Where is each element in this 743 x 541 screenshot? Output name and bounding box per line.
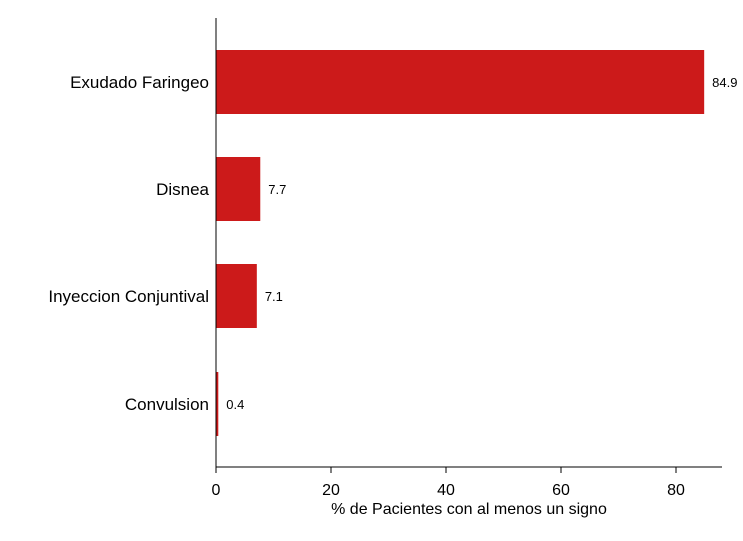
bar-exudado-faringeo: [216, 50, 705, 114]
x-axis-ticks: 0 20 40 60 80: [212, 467, 685, 499]
bar-disnea: [216, 157, 261, 221]
value-label: 7.7: [268, 182, 286, 197]
x-tick-label: 0: [212, 482, 221, 499]
category-label: Disnea: [156, 180, 209, 199]
bar-inyeccion-conjuntival: [216, 264, 257, 328]
category-label: Exudado Faringeo: [70, 73, 209, 92]
value-label: 84.9: [712, 75, 737, 90]
value-label: 0.4: [226, 397, 244, 412]
x-tick-label: 80: [667, 482, 685, 499]
x-tick-label: 20: [322, 482, 340, 499]
x-axis-title: % de Pacientes con al menos un signo: [331, 501, 607, 518]
category-labels: Exudado Faringeo Disnea Inyeccion Conjunti…: [48, 73, 209, 414]
category-label: Inyeccion Conjuntival: [48, 287, 209, 306]
value-labels: 84.9 7.7 7.1 0.4: [226, 75, 737, 412]
bar-convulsion: [216, 372, 219, 436]
x-tick-label: 40: [437, 482, 455, 499]
value-label: 7.1: [265, 289, 283, 304]
category-label: Convulsion: [125, 395, 209, 414]
x-tick-label: 60: [552, 482, 570, 499]
bars-group: [216, 50, 705, 436]
